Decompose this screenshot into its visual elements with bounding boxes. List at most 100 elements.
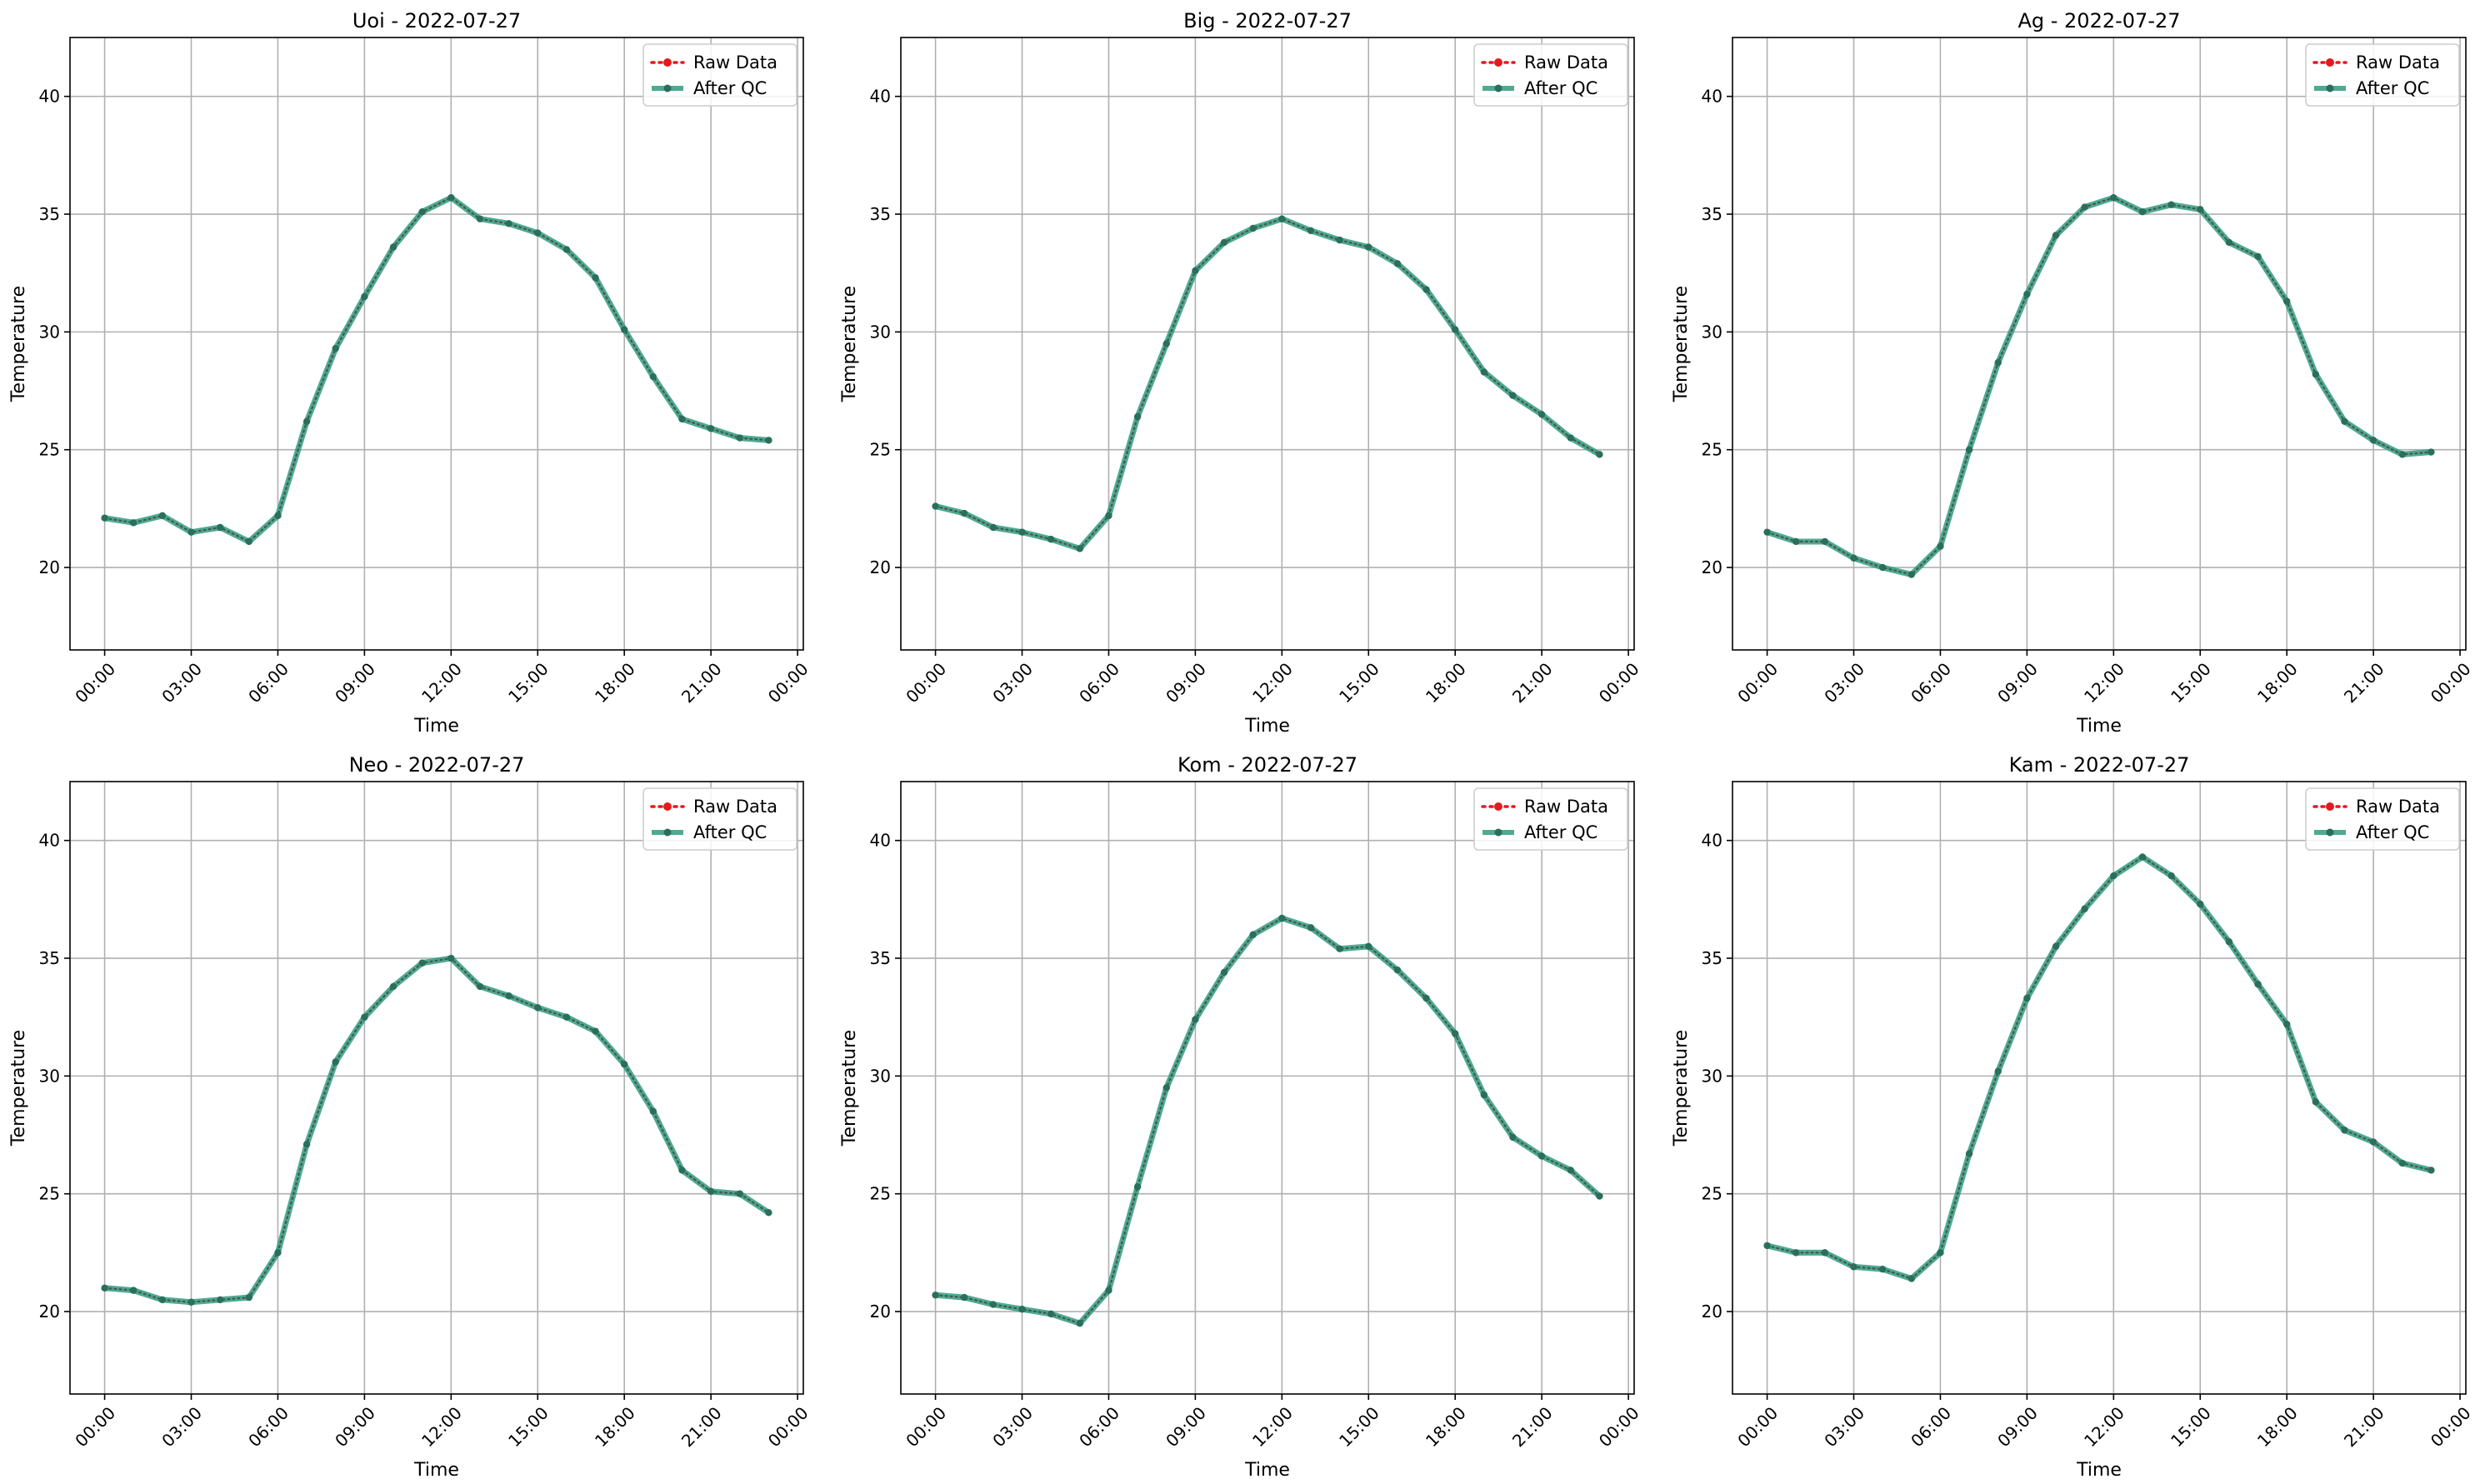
- x-tick-label: 00:00: [902, 659, 950, 707]
- data-point: [1133, 412, 1142, 421]
- series-line-after-qc: [932, 915, 1602, 1327]
- data-point: [2081, 203, 2088, 211]
- data-point: [158, 512, 167, 520]
- x-tick-label: 00:00: [1595, 1403, 1643, 1452]
- y-tick-label: 25: [39, 440, 60, 460]
- legend: Raw Data After QC: [642, 787, 798, 851]
- data-point: [448, 954, 455, 962]
- legend-label-raw-data: Raw Data: [1524, 797, 1608, 817]
- y-axis-label: Temperature: [839, 1030, 860, 1147]
- data-point: [2282, 297, 2291, 305]
- y-tick-label: 30: [1702, 1066, 1722, 1086]
- data-point: [1220, 238, 1228, 247]
- data-point: [158, 1296, 167, 1304]
- data-point: [1278, 914, 1286, 922]
- data-point: [1763, 528, 1771, 536]
- data-point: [1278, 215, 1286, 222]
- y-tick-label: 40: [39, 87, 60, 107]
- data-point: [1451, 1030, 1459, 1037]
- legend-label-raw-data: Raw Data: [1524, 52, 1608, 72]
- y-tick-label: 40: [1702, 831, 1722, 851]
- y-tick-label: 35: [39, 948, 60, 968]
- series-line-after-qc: [1764, 194, 2434, 578]
- legend-marker-raw-data: [663, 802, 672, 811]
- chart-title: Kam - 2022-07-27: [2009, 753, 2190, 777]
- data-point: [2138, 207, 2147, 216]
- data-point: [1878, 1265, 1887, 1273]
- data-point: [1850, 1263, 1858, 1271]
- x-tick-label: 09:00: [1993, 659, 2042, 707]
- legend-label-raw-data: Raw Data: [693, 797, 778, 817]
- chart-title: Big - 2022-07-27: [1183, 9, 1352, 32]
- y-tick-label: 25: [1702, 1184, 1722, 1204]
- data-point: [1393, 966, 1402, 974]
- data-point: [188, 1298, 195, 1306]
- x-axis-label: Time: [2076, 716, 2122, 737]
- data-point: [216, 1296, 224, 1304]
- data-point: [1965, 1150, 1973, 1157]
- data-point: [2052, 942, 2060, 951]
- x-tick-label: 00:00: [1733, 659, 1782, 707]
- data-point: [1538, 1152, 1546, 1160]
- x-tick-label: 18:00: [591, 659, 639, 707]
- data-point: [1821, 537, 1829, 546]
- data-point: [1162, 1084, 1170, 1092]
- legend-marker-raw-data: [2326, 802, 2334, 811]
- data-point: [989, 523, 998, 532]
- data-point: [932, 502, 939, 510]
- data-point: [932, 1292, 939, 1299]
- x-tick-label: 21:00: [2340, 659, 2388, 707]
- legend-marker-raw-data: [2326, 58, 2334, 67]
- data-point: [2052, 232, 2060, 239]
- data-point: [1192, 1016, 1199, 1023]
- x-tick-label: 21:00: [1508, 1403, 1557, 1452]
- x-tick-label: 18:00: [1422, 659, 1470, 707]
- legend-marker-after-qc: [1494, 828, 1502, 837]
- x-tick-label: 21:00: [1508, 659, 1557, 707]
- plot-frame: [69, 781, 804, 1395]
- subplot-3: 20 25 30 35 40 00:00 03:00 06:00 09:00 12:00 15:00…: [8, 753, 812, 1481]
- y-axis-label: Temperature: [8, 286, 29, 402]
- series-line-after-qc: [932, 216, 1602, 552]
- y-tick-label: 40: [870, 831, 891, 851]
- x-tick-label: 15:00: [2167, 1403, 2215, 1452]
- legend-marker-raw-data: [663, 58, 672, 67]
- data-point: [2282, 1020, 2291, 1028]
- data-point: [302, 417, 311, 425]
- legend: Raw Data After QC: [2305, 787, 2460, 851]
- y-tick-label: 30: [39, 322, 60, 342]
- y-axis-label: Temperature: [1671, 286, 1692, 402]
- data-point: [2225, 938, 2233, 946]
- data-point: [2428, 448, 2435, 456]
- data-point: [1567, 1167, 1574, 1174]
- data-point: [2312, 1098, 2320, 1106]
- data-point: [1878, 563, 1887, 572]
- series-line-raw-data: [934, 217, 1601, 550]
- plot-frame: [900, 37, 1635, 651]
- y-axis-label: Temperature: [1671, 1030, 1692, 1147]
- data-point: [1596, 451, 1603, 458]
- x-tick-label: 18:00: [2253, 1403, 2302, 1452]
- data-point: [989, 1301, 998, 1308]
- data-point: [1965, 446, 1973, 453]
- data-point: [2081, 905, 2088, 912]
- x-tick-label: 06:00: [1907, 1403, 1955, 1452]
- data-point: [1105, 1287, 1112, 1294]
- x-tick-label: 06:00: [1075, 659, 1123, 707]
- x-tick-label: 03:00: [158, 659, 206, 707]
- x-tick-label: 21:00: [678, 1403, 726, 1452]
- data-point: [765, 437, 772, 444]
- legend-marker-raw-data: [1494, 58, 1502, 67]
- x-tick-label: 15:00: [504, 659, 552, 707]
- x-tick-label: 09:00: [1162, 1403, 1210, 1452]
- data-point: [1249, 224, 1257, 232]
- legend-marker-after-qc: [663, 828, 672, 837]
- x-tick-label: 03:00: [1820, 659, 1868, 707]
- data-point: [1509, 392, 1517, 399]
- series-line-after-qc: [1764, 853, 2434, 1282]
- data-point: [1249, 931, 1257, 938]
- legend: Raw Data After QC: [642, 43, 798, 107]
- legend-marker-after-qc: [663, 84, 672, 92]
- data-point: [2369, 437, 2378, 444]
- data-point: [2197, 900, 2204, 908]
